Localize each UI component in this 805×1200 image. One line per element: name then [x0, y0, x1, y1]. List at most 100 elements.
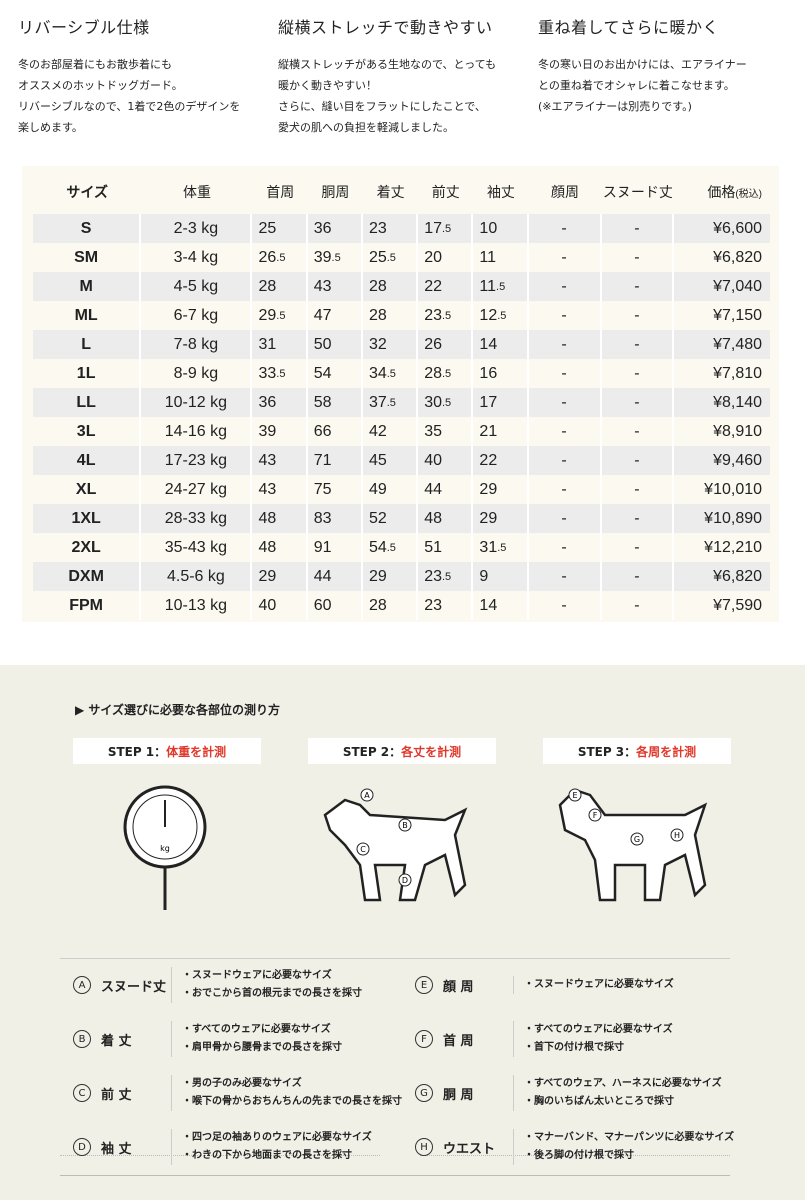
table-cell: - [601, 446, 675, 475]
legend-item: C 前 丈 ・男の子のみ必要なサイズ ・喉下の骨からおちんちんの先までの長さを採寸 [73, 1068, 403, 1118]
marker-circle: D [73, 1138, 91, 1156]
marker-circle: B [73, 1030, 91, 1048]
table-cell: 39 [252, 417, 308, 446]
table-cell: 10 [473, 214, 529, 243]
table-cell: - [602, 533, 675, 562]
scale-unit: kg [160, 844, 170, 853]
table-cell: 50 [307, 330, 363, 359]
table-cell: - [601, 504, 675, 533]
table-cell: 4.5-6 kg [141, 562, 253, 591]
table-cell: ¥10,890 [674, 504, 771, 533]
feature-block: 重ね着してさらに暖かく 冬の寒い日のお出かけには、エアライナー との重ね着でオシャレ… [538, 14, 788, 117]
column-header: 前丈 [431, 184, 460, 200]
step-label: STEP 2： 各丈を計測 [308, 738, 496, 764]
table-cell: 44 [307, 562, 363, 591]
table-cell: 28 [362, 272, 419, 301]
table-cell: 54.5 [363, 533, 419, 562]
step-label: STEP 3： 各周を計測 [543, 738, 731, 764]
table-cell: 3-4 kg [141, 243, 253, 272]
legend-desc: ・スヌードウェアに必要なサイズ ・おでこから首の根元までの長さを採寸 [171, 967, 362, 1003]
table-cell: S [33, 214, 142, 243]
legend-desc: ・すべてのウェアに必要なサイズ ・首下の付け根で採寸 [513, 1021, 673, 1057]
column-header: サイズ [66, 184, 108, 200]
table-cell: 29 [473, 504, 529, 533]
table-cell: 14 [473, 591, 529, 620]
column-header: 体重 [183, 184, 212, 200]
table-row: L 7-8 kg 31 50 32 26 14- - ¥7,480 [33, 330, 771, 359]
legend-item: F 首 周 ・すべてのウェアに必要なサイズ ・首下の付け根で採寸 [415, 1014, 745, 1064]
table-cell: 60 [308, 591, 363, 620]
table-row: 1XL 28-33 kg 48 83 52 48 29- - ¥10,890 [33, 504, 771, 533]
svg-text:B: B [402, 821, 408, 830]
legend-name: ウエスト [443, 1141, 496, 1157]
dog-front-illustration: E F G H [558, 788, 708, 902]
column-header: 胴周 [321, 184, 350, 200]
table-cell: - [602, 475, 675, 504]
table-cell: 71 [307, 446, 363, 475]
table-cell: 44 [418, 475, 474, 504]
table-cell: 6-7 kg [141, 301, 253, 330]
table-row: XL 24-27 kg 43 75 49 44 29- - ¥10,010 [33, 475, 770, 504]
legend-desc: ・男の子のみ必要なサイズ ・喉下の骨からおちんちんの先までの長さを採寸 [171, 1075, 402, 1111]
table-cell: 10-12 kg [141, 388, 253, 417]
table-cell: - [602, 243, 675, 272]
table-cell: LL [33, 388, 142, 417]
table-cell: - [528, 562, 602, 591]
table-cell: 36 [252, 388, 308, 417]
table-cell: 29 [473, 475, 529, 504]
feature-title: リバーシブル仕様 [18, 18, 150, 37]
marker-circle: H [415, 1138, 433, 1156]
dog-side-illustration: A B C D [323, 788, 468, 902]
table-cell: 1L [33, 359, 142, 388]
feature-text: 冬のお部屋着にもお散歩着にも オススメのホットドッグガード。 リバーシブルなので、1… [18, 58, 241, 134]
table-cell: 28-33 kg [141, 504, 253, 533]
table-cell: 23.5 [418, 301, 474, 330]
table-cell: - [528, 388, 602, 417]
table-cell: - [601, 562, 675, 591]
svg-text:A: A [364, 791, 370, 800]
table-row: LL 10-12 kg 36 58 37.5 30.5 17- - ¥8,140 [33, 388, 771, 417]
table-cell: - [601, 272, 675, 301]
table-cell: XL [33, 475, 142, 504]
table-cell: 29 [252, 562, 308, 591]
table-cell: SM [33, 243, 142, 272]
table-cell: 24-27 kg [141, 475, 253, 504]
table-cell: 28.5 [418, 359, 474, 388]
table-cell: 28 [252, 272, 308, 301]
legend-item: G 胴 周 ・すべてのウェア、ハーネスに必要なサイズ ・胸のいちばん太いところで採寸 [415, 1068, 745, 1118]
table-cell: 25.5 [363, 243, 419, 272]
table-cell: 17.5 [418, 214, 474, 243]
svg-text:H: H [674, 831, 680, 840]
legend-item: E 顔 周 ・スヌードウェアに必要なサイズ [415, 960, 745, 1010]
legend-name: 着 丈 [101, 1033, 132, 1049]
table-cell: 28 [363, 301, 419, 330]
table-cell: 34.5 [363, 359, 419, 388]
table-cell: 10-13 kg [141, 591, 253, 620]
table-row: ML 6-7 kg 29.5 47 28 23.5 12.5- - ¥7,150 [33, 301, 770, 330]
table-cell: ¥7,480 [674, 330, 771, 359]
table-cell: 2-3 kg [141, 214, 253, 243]
legend-name: スヌード丈 [101, 979, 167, 995]
column-header: 顔周 [550, 184, 579, 200]
table-cell: 14 [473, 330, 529, 359]
table-row: FPM 10-13 kg 40 60 28 23 14- - ¥7,590 [33, 591, 770, 620]
legend-desc: ・マナーバンド、マナーパンツに必要なサイズ ・後ろ脚の付け根で採寸 [513, 1129, 734, 1165]
column-header: スヌード丈 [602, 184, 673, 200]
table-cell: 39.5 [308, 243, 363, 272]
table-cell: 30.5 [418, 388, 474, 417]
table-cell: 16 [473, 359, 529, 388]
table-cell: 83 [307, 504, 363, 533]
table-cell: - [529, 533, 602, 562]
table-cell: ¥12,210 [704, 538, 763, 556]
svg-text:G: G [634, 835, 640, 844]
table-cell: 29 [362, 562, 419, 591]
table-row: 1L 8-9 kg 33.5 54 34.5 28.5 16- - ¥7,810 [33, 359, 770, 388]
legend-desc: ・すべてのウェア、ハーネスに必要なサイズ ・胸のいちばん太いところで採寸 [513, 1075, 722, 1111]
table-row: M 4-5 kg 28 43 28 22 11.5- - ¥7,040 [33, 272, 771, 301]
table-cell: - [529, 475, 602, 504]
table-cell: ¥6,600 [674, 214, 771, 243]
table-cell: - [528, 504, 602, 533]
column-header: 首周 [266, 184, 295, 200]
table-cell: 31.5 [473, 533, 529, 562]
table-cell: 4-5 kg [141, 272, 253, 301]
